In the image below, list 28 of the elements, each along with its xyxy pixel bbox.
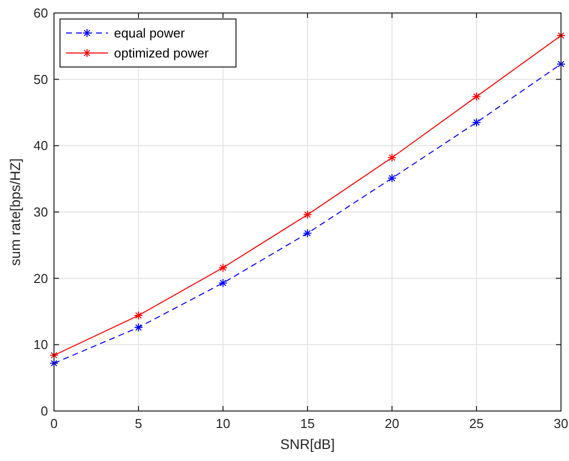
x-tick-label: 5 <box>134 416 142 431</box>
x-axis-title: SNR[dB] <box>280 436 335 452</box>
point <box>388 174 396 183</box>
y-tick-label: 10 <box>34 337 48 352</box>
x-tick-label: 25 <box>469 416 484 431</box>
legend-label: optimized power <box>114 46 210 60</box>
point <box>472 92 481 102</box>
point <box>303 228 312 238</box>
x-tick-label: 20 <box>384 416 400 431</box>
y-tick-label: 30 <box>34 204 48 220</box>
x-tick-label: 10 <box>216 416 230 431</box>
y-tick-label: 20 <box>34 270 48 286</box>
y-tick-label: 50 <box>34 72 48 87</box>
y-tick-label: 0 <box>40 404 48 418</box>
point <box>218 278 228 288</box>
x-tick-label: 0 <box>50 416 58 431</box>
x-tick-label: 30 <box>554 416 568 431</box>
x-tick-label: 15 <box>300 416 315 431</box>
point <box>134 310 143 320</box>
y-axis-title: sum rate[bps/HZ] <box>7 158 23 266</box>
point <box>218 263 228 272</box>
y-tick-label: 40 <box>34 138 48 154</box>
point <box>472 118 481 127</box>
point <box>134 322 143 332</box>
y-tick-label: 60 <box>34 6 48 20</box>
point <box>303 210 312 220</box>
legend-label: equal power <box>114 26 186 40</box>
point <box>388 153 396 162</box>
